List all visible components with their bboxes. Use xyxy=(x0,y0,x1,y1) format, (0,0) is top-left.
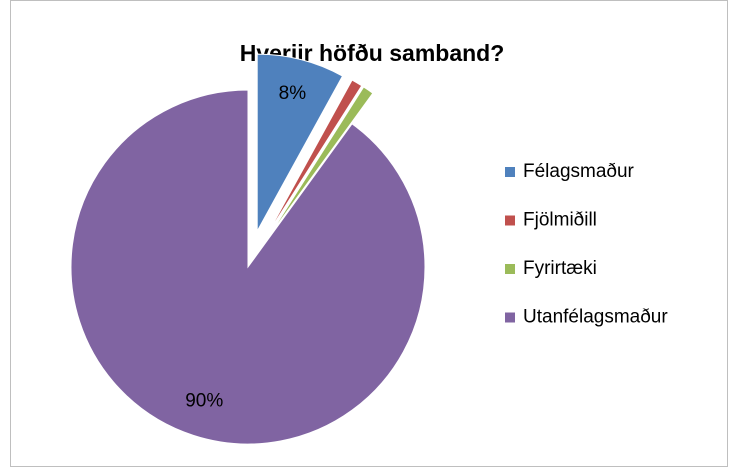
legend-label: Fjölmiðill xyxy=(523,210,597,231)
legend-label: Utanfélagsmaður xyxy=(523,307,668,328)
legend-swatch xyxy=(505,215,515,226)
pie-slice xyxy=(268,86,374,237)
legend-swatch xyxy=(505,264,515,274)
legend-label: Félagsmaður xyxy=(523,161,635,182)
pie-slice xyxy=(266,79,363,236)
legend-swatch xyxy=(505,167,515,177)
legend-label: Fyrirtæki xyxy=(523,258,597,279)
pie-slice xyxy=(256,53,344,232)
data-label: 8% xyxy=(279,83,307,104)
pie-slice xyxy=(70,89,426,445)
data-label: 90% xyxy=(185,391,223,412)
legend-swatch xyxy=(505,312,515,323)
